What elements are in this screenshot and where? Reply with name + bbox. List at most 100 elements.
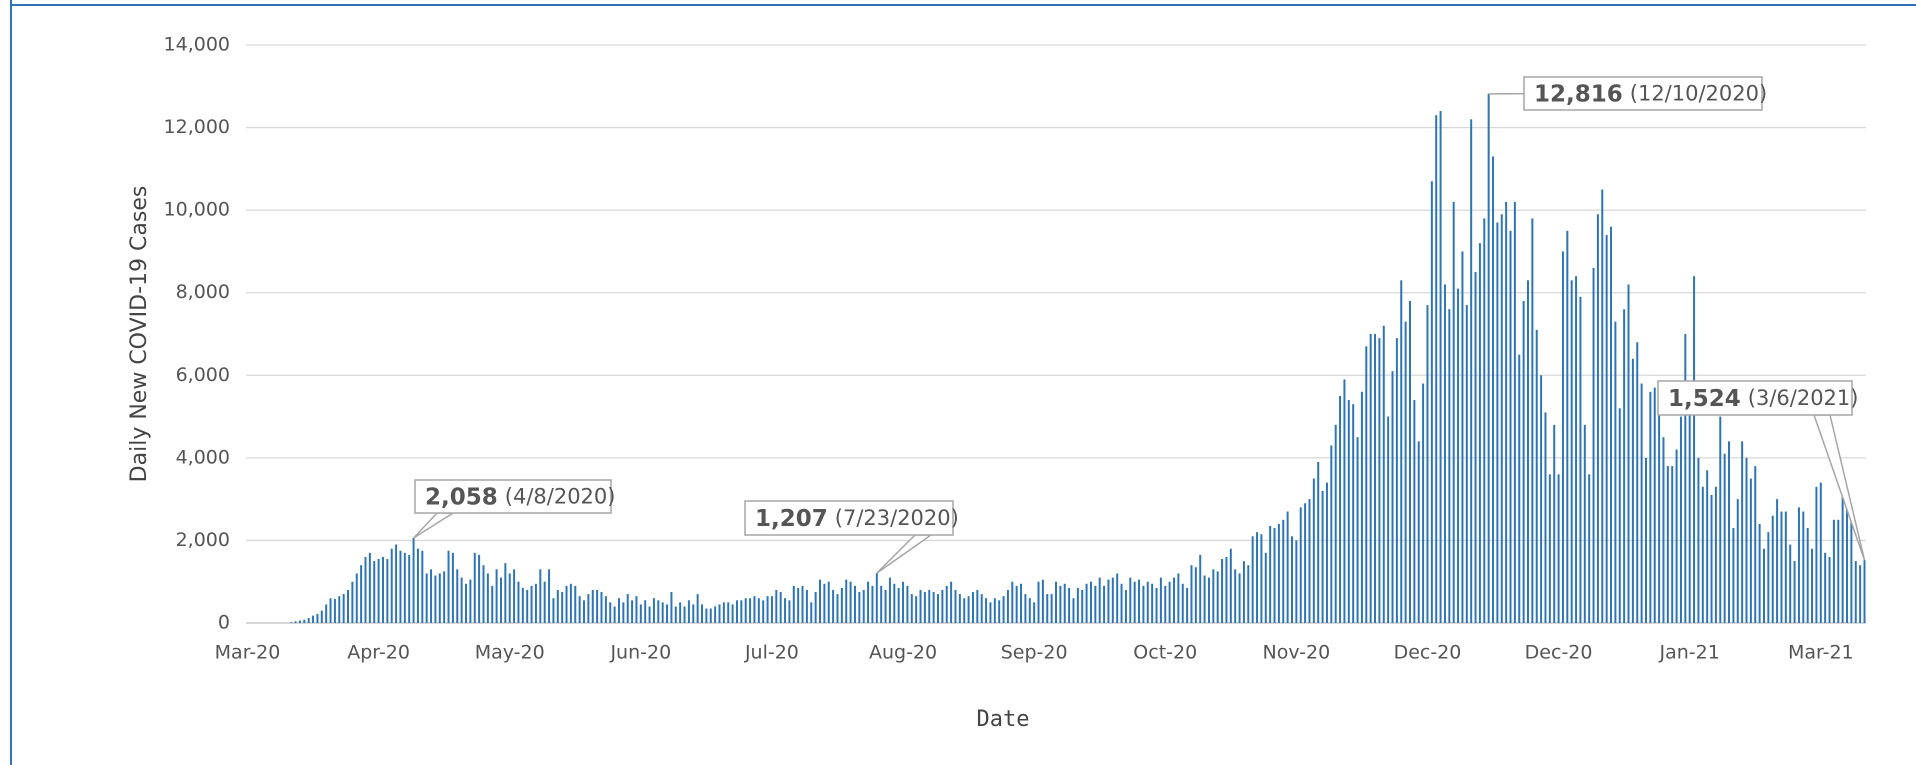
bar [1583, 424, 1586, 623]
bar [1164, 585, 1167, 623]
bar [950, 581, 953, 623]
bar [1015, 585, 1018, 623]
bar [1850, 511, 1853, 623]
bar [884, 589, 887, 623]
bar [583, 600, 586, 623]
bar [347, 589, 350, 623]
bar [1282, 519, 1285, 623]
bar [1068, 587, 1071, 623]
bar [1688, 400, 1691, 623]
bar [1631, 358, 1634, 623]
callout-value: 2,058 [425, 484, 498, 510]
bar [1037, 581, 1040, 623]
bar [1186, 587, 1189, 623]
bar [1771, 515, 1774, 623]
bar [1448, 309, 1451, 623]
bar [727, 602, 730, 623]
bar [1203, 575, 1206, 623]
bar [1142, 585, 1145, 623]
bar [1221, 559, 1224, 623]
bar [1815, 486, 1818, 623]
bar [1290, 536, 1293, 623]
bar [1610, 226, 1613, 623]
callout-box [414, 479, 612, 514]
bar [762, 600, 765, 623]
bar [368, 552, 371, 623]
bar [499, 577, 502, 623]
bar [1443, 284, 1446, 623]
bar [1076, 587, 1079, 623]
x-tick-label: Jul-20 [744, 642, 799, 664]
bar [880, 585, 883, 623]
y-tick-label: 6,000 [176, 364, 230, 386]
bar [1426, 305, 1429, 623]
bar [1745, 457, 1748, 623]
bar [1081, 589, 1084, 623]
bar [438, 573, 441, 623]
bar [928, 589, 931, 623]
bar [709, 608, 712, 623]
bar [565, 585, 568, 623]
bar [504, 563, 507, 623]
bar [1526, 280, 1529, 623]
bar [910, 594, 913, 623]
callout-box [1657, 380, 1853, 416]
bar [937, 594, 940, 623]
bar [434, 575, 437, 623]
bar [1028, 598, 1031, 623]
bar [1492, 156, 1495, 623]
bar [556, 589, 559, 623]
bar [976, 589, 979, 623]
bar [1011, 581, 1014, 623]
bar [1540, 375, 1543, 623]
bar [1465, 305, 1468, 623]
bar [521, 587, 524, 623]
bar [1308, 499, 1311, 623]
bar [1736, 499, 1739, 623]
bar [801, 585, 804, 623]
bar [617, 598, 620, 623]
bar [1841, 490, 1844, 623]
bar [814, 592, 817, 623]
bar [399, 550, 402, 623]
bar [1177, 573, 1180, 623]
bar [1286, 511, 1289, 623]
bar [958, 594, 961, 623]
bar [465, 583, 468, 623]
bar [784, 598, 787, 623]
bar [403, 552, 406, 623]
bar [569, 583, 572, 623]
bar [1330, 445, 1333, 623]
bar [915, 596, 918, 623]
bar [1059, 585, 1062, 623]
bar [552, 598, 555, 623]
bar [1360, 391, 1363, 623]
bar [1212, 569, 1215, 623]
bar [609, 602, 612, 623]
bar [1417, 441, 1420, 623]
bar [596, 589, 599, 623]
bar [1535, 329, 1538, 623]
callout-value: 1,207 [755, 506, 828, 532]
bar [998, 600, 1001, 623]
bar [1072, 598, 1075, 623]
bar [517, 581, 520, 623]
bar [333, 599, 336, 623]
bar [897, 587, 900, 623]
x-tick-label: Mar-21 [1788, 642, 1854, 664]
bar [1601, 189, 1604, 623]
bar [1264, 552, 1267, 623]
bar [1706, 470, 1709, 623]
bar [1728, 441, 1731, 623]
bar [1505, 201, 1508, 623]
bar [845, 579, 848, 623]
bar [513, 569, 516, 623]
bar [1575, 276, 1578, 623]
bar [714, 606, 717, 623]
bar [893, 583, 896, 623]
bar [1098, 577, 1101, 623]
bar [832, 589, 835, 623]
bar [1365, 346, 1368, 623]
bar [473, 552, 476, 623]
